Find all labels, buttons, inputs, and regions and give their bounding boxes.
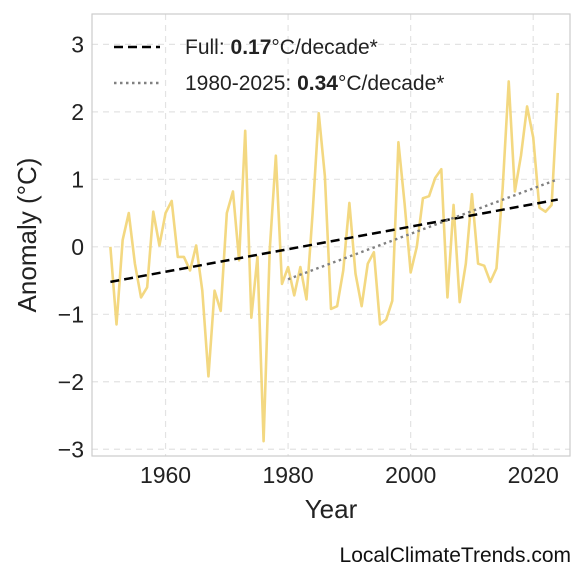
grid <box>92 14 570 456</box>
y-axis-label: Anomaly (°C) <box>12 158 42 313</box>
legend: Full: 0.17°C/decade* 1980-2025: 0.34°C/de… <box>114 36 444 95</box>
legend-full-label: Full: 0.17°C/decade* <box>185 36 378 59</box>
x-axis-ticks: 1960 1980 2000 2020 <box>140 462 559 488</box>
x-tick-label: 2000 <box>385 462 436 488</box>
watermark: LocalClimateTrends.com <box>339 544 571 567</box>
series-layer <box>109 80 560 443</box>
y-tick-label: −1 <box>58 301 84 327</box>
y-tick-label: 2 <box>71 99 84 125</box>
x-axis-label: Year <box>305 494 358 524</box>
x-tick-label: 1980 <box>263 462 314 488</box>
y-tick-label: −2 <box>58 369 84 395</box>
y-tick-label: 1 <box>71 166 84 192</box>
x-tick-label: 2020 <box>508 462 559 488</box>
y-tick-label: 3 <box>71 31 84 57</box>
x-tick-label: 1960 <box>140 462 191 488</box>
y-axis-ticks: −3 −2 −1 0 1 2 3 <box>58 31 84 462</box>
y-tick-label: 0 <box>71 234 84 260</box>
full-trend-line <box>110 198 558 284</box>
anomaly-series-line <box>109 80 560 443</box>
legend-recent-label: 1980-2025: 0.34°C/decade* <box>185 72 444 95</box>
y-tick-label: −3 <box>58 436 84 462</box>
plot-frame <box>91 13 571 457</box>
